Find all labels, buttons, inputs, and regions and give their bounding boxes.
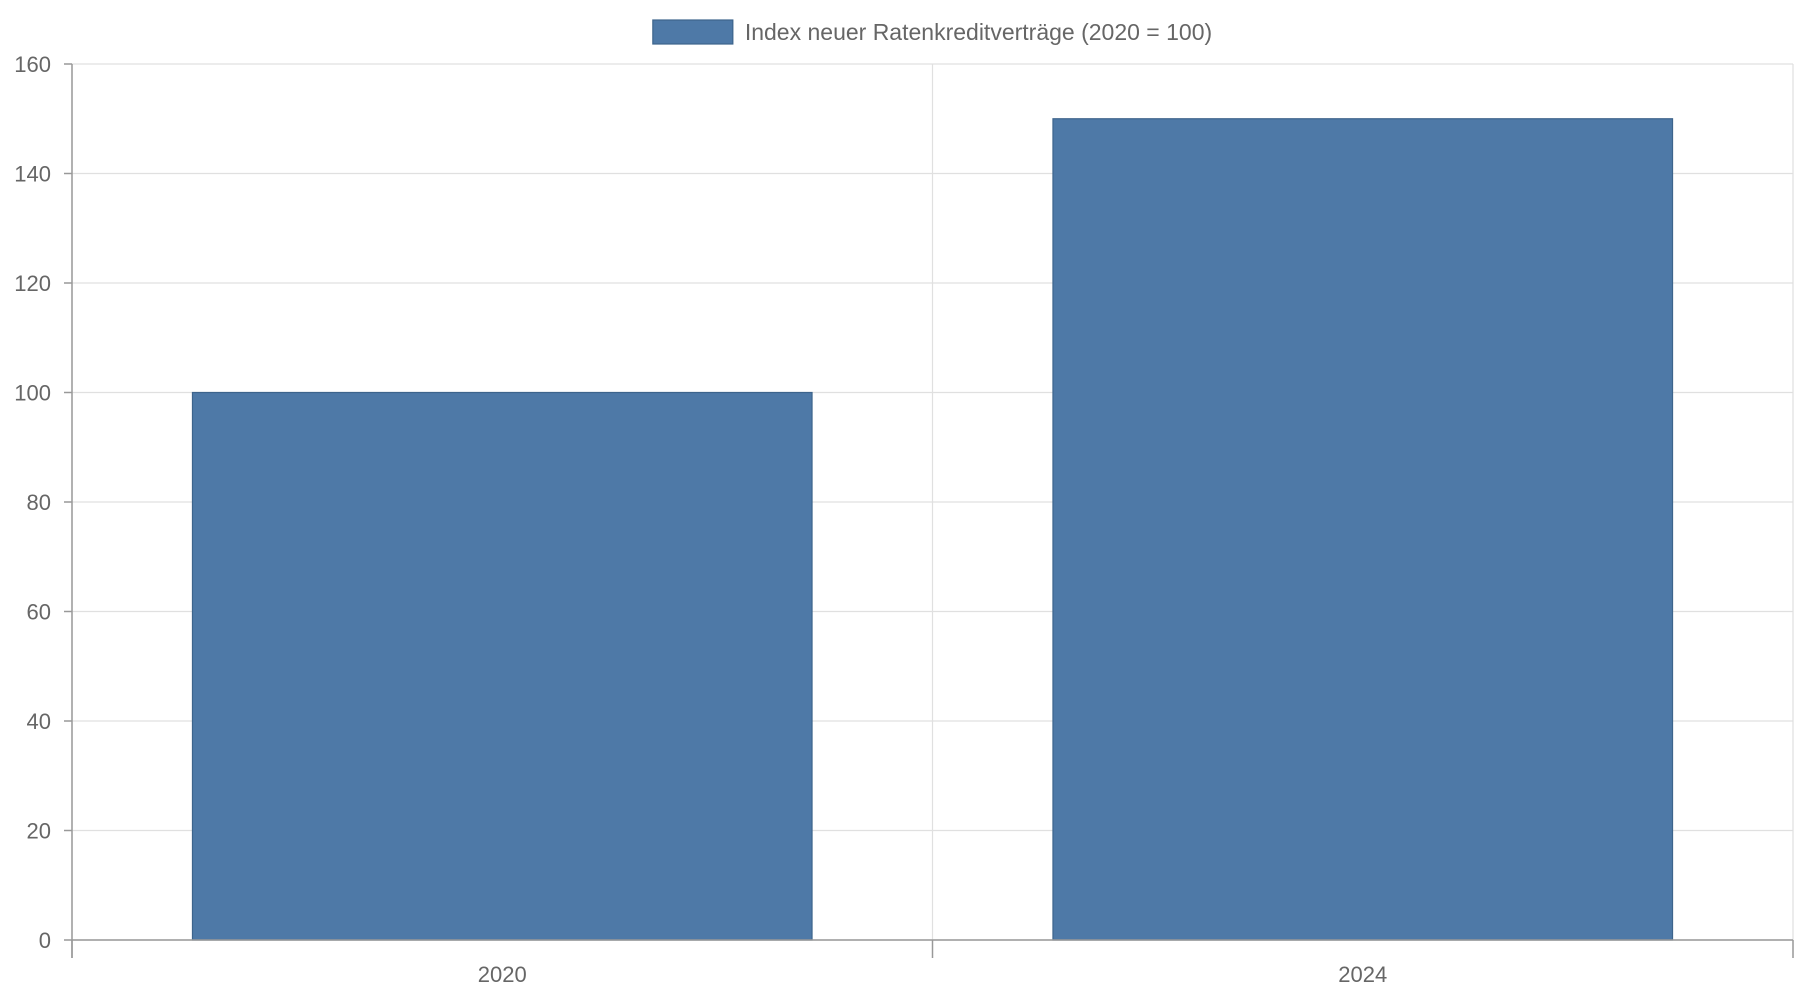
y-tick-label: 0	[39, 928, 51, 953]
y-tick-label: 120	[14, 271, 51, 296]
y-tick-label: 100	[14, 381, 51, 406]
y-tick-label: 40	[27, 709, 51, 734]
legend-label: Index neuer Ratenkreditverträge (2020 = …	[745, 19, 1212, 45]
y-tick-label: 80	[27, 490, 51, 515]
y-tick-label: 160	[14, 52, 51, 77]
axis-layer: 0 20 40 60 80 100 120 140 160 2020 2024	[14, 52, 1794, 987]
x-tick-label: 2020	[478, 962, 527, 987]
bar-2024	[1052, 118, 1674, 941]
bar-2020	[191, 391, 813, 941]
y-tick-label: 20	[27, 819, 51, 844]
y-tick-label: 60	[27, 600, 51, 625]
x-tick-label: 2024	[1338, 962, 1387, 987]
legend-swatch	[652, 19, 734, 45]
bar-layer	[191, 118, 1674, 941]
legend: Index neuer Ratenkreditverträge (2020 = …	[652, 19, 1212, 45]
y-tick-label: 140	[14, 162, 51, 187]
